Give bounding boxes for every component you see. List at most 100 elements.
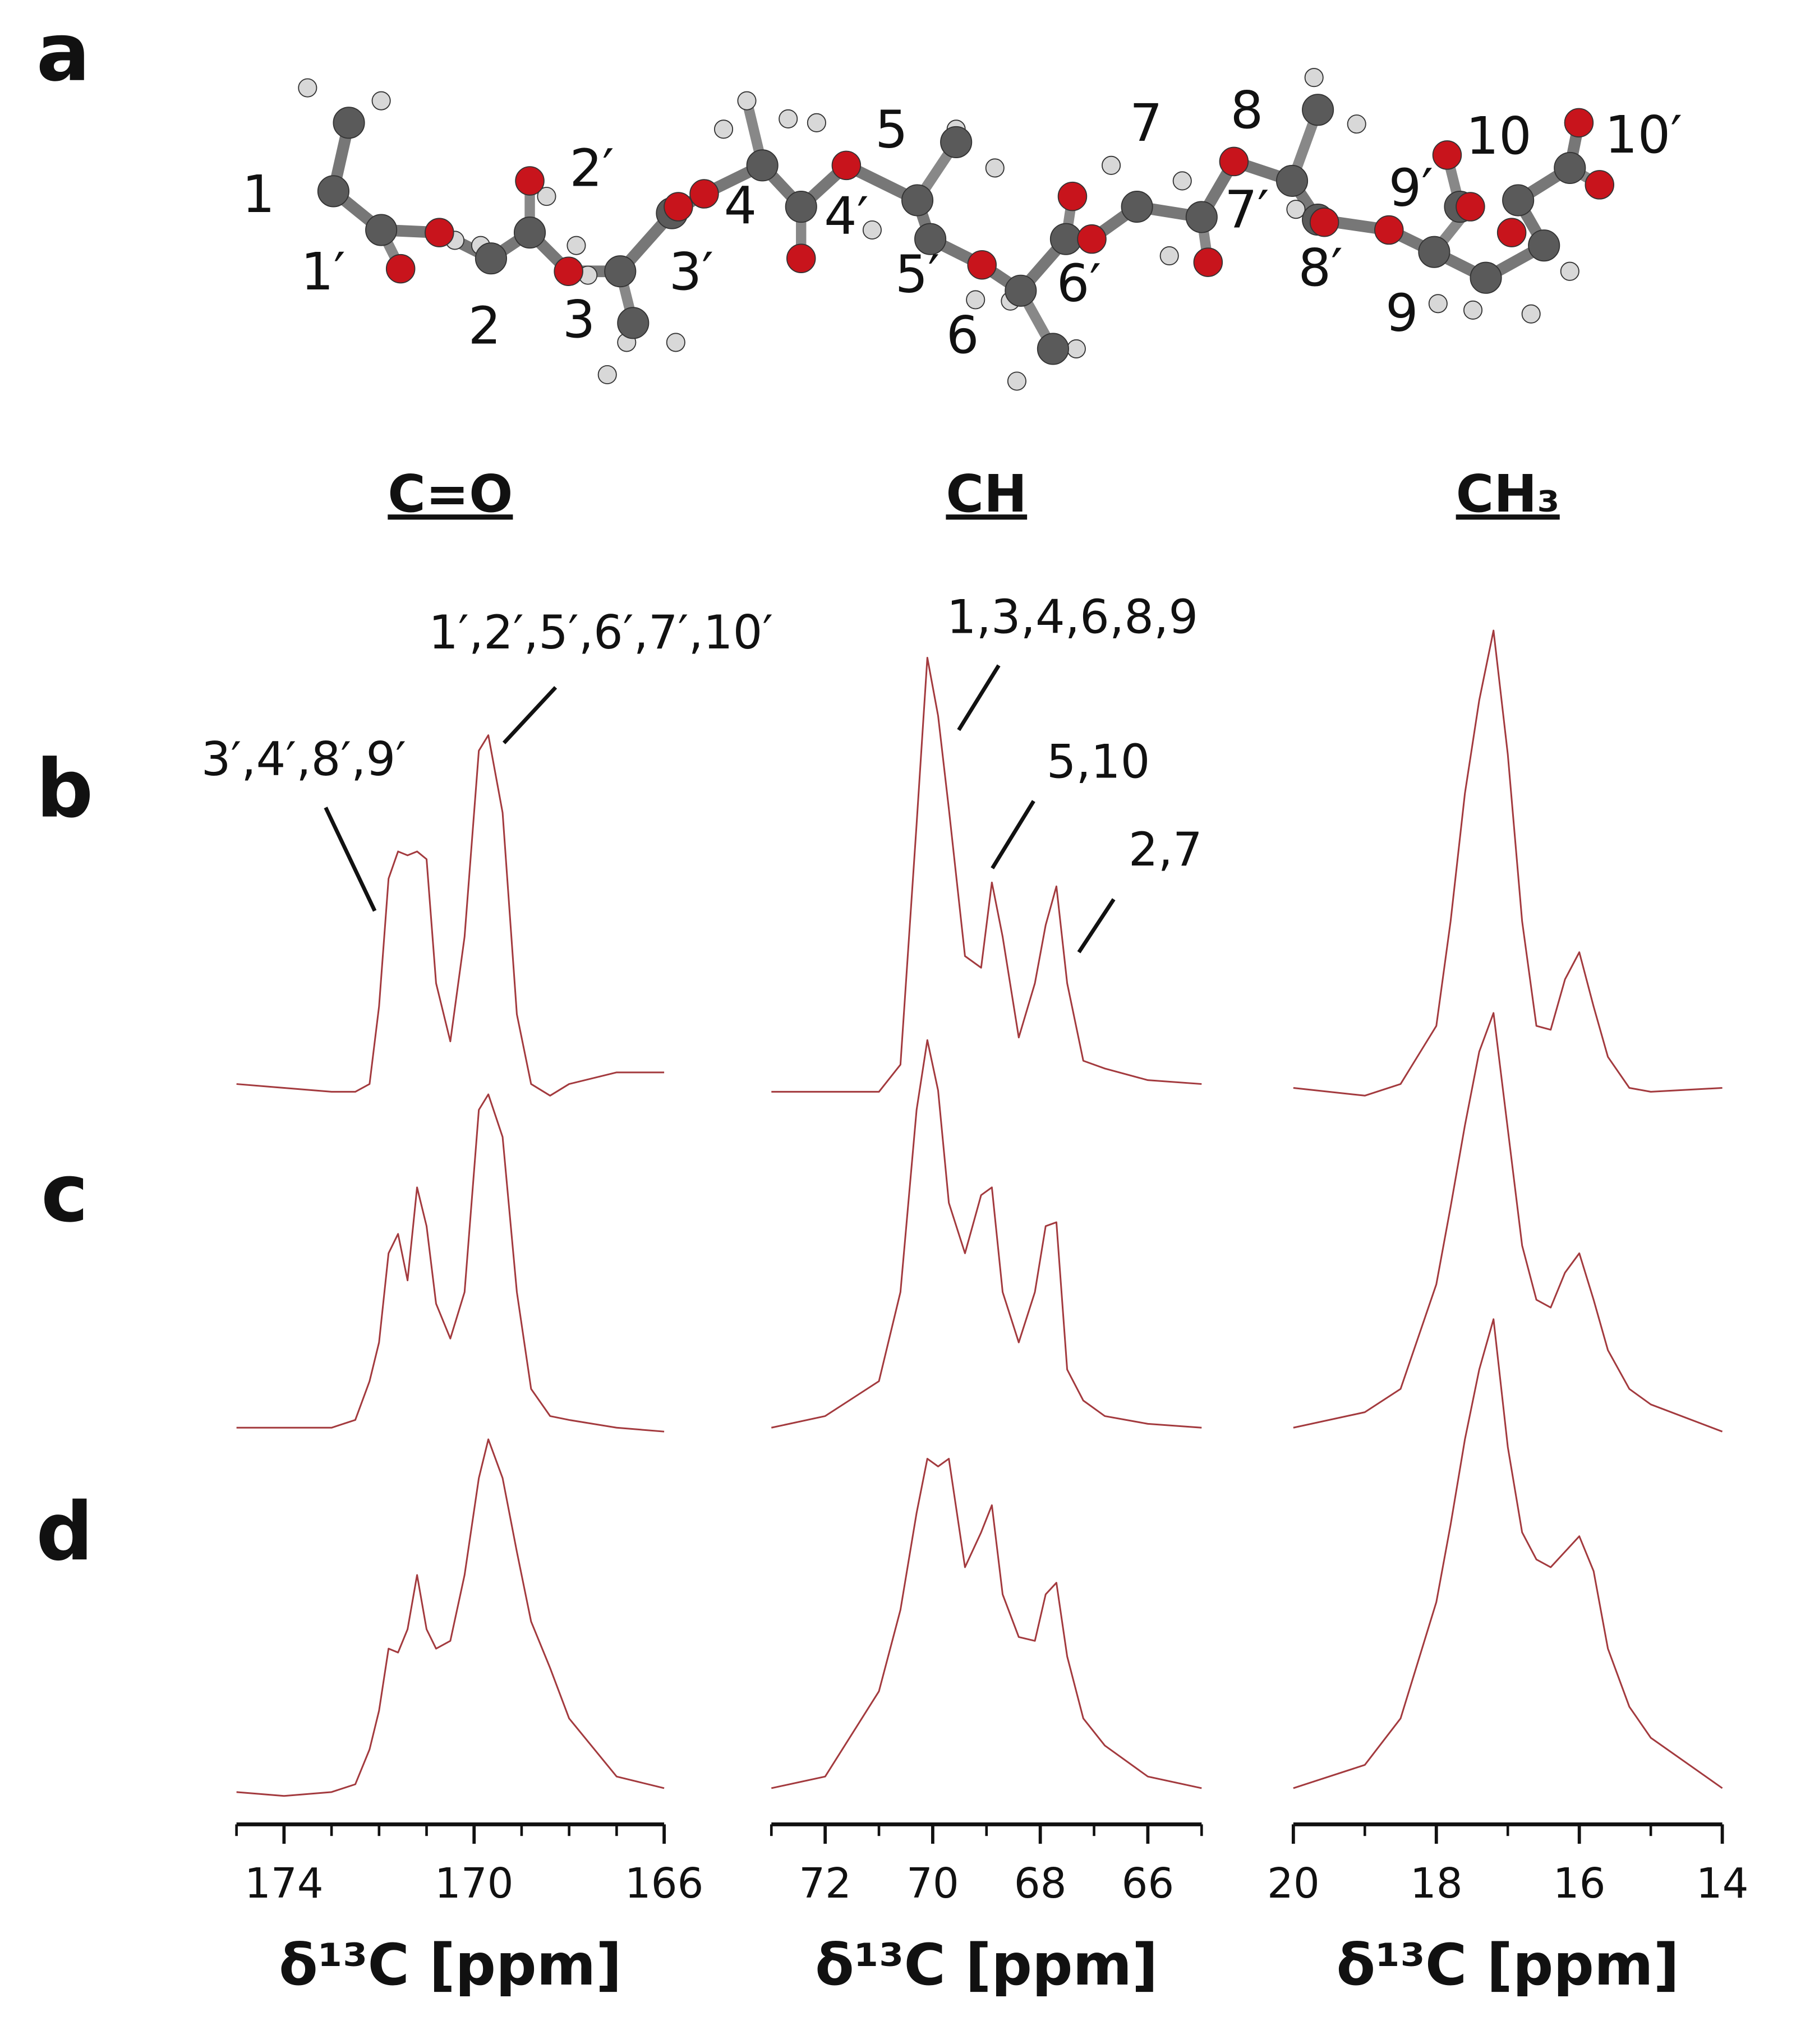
carbon bbox=[1528, 229, 1560, 262]
x-tick-label: 166 bbox=[625, 1860, 704, 1908]
hydrogen bbox=[1560, 261, 1579, 281]
oxygen bbox=[831, 150, 862, 181]
carbon bbox=[1302, 94, 1334, 126]
carbon bbox=[785, 190, 817, 223]
row-label: d bbox=[36, 1485, 93, 1578]
atom-label: 5′ bbox=[895, 244, 940, 305]
carbon bbox=[1275, 164, 1309, 197]
x-tick-label: 16 bbox=[1553, 1860, 1606, 1908]
chart-title: C=O bbox=[388, 463, 513, 524]
atom-label: 3′ bbox=[669, 241, 714, 302]
spectrum-line bbox=[771, 1458, 1202, 1789]
hydrogen bbox=[1007, 371, 1026, 391]
spectrum-line bbox=[1293, 1318, 1723, 1789]
annotation-line bbox=[957, 664, 1001, 731]
carbon bbox=[940, 126, 973, 158]
hydrogen bbox=[666, 333, 685, 352]
oxygen bbox=[425, 218, 454, 247]
atom-label: 1 bbox=[242, 164, 275, 224]
oxygen bbox=[1193, 247, 1223, 277]
hydrogen bbox=[713, 119, 734, 139]
carbon bbox=[1502, 184, 1535, 217]
oxygen bbox=[1374, 215, 1404, 245]
spectrum-line bbox=[236, 1093, 665, 1433]
atom-label: 2′ bbox=[569, 138, 614, 199]
atom-label: 10 bbox=[1466, 105, 1531, 166]
x-tick-label: 66 bbox=[1122, 1860, 1175, 1908]
x-tick-label: 70 bbox=[906, 1860, 959, 1908]
x-tick-label: 170 bbox=[435, 1860, 514, 1908]
atom-label: 4 bbox=[724, 176, 757, 236]
carbon bbox=[333, 107, 365, 139]
atom-label: 6 bbox=[946, 305, 979, 365]
oxygen bbox=[1456, 192, 1485, 222]
carbon bbox=[513, 217, 546, 249]
chart-title: CH bbox=[946, 463, 1027, 524]
x-axis-label: δ¹³C [ppm] bbox=[1337, 1932, 1679, 1998]
chart-title: CH₃ bbox=[1456, 463, 1560, 524]
hydrogen bbox=[1066, 339, 1086, 358]
carbon bbox=[914, 223, 947, 255]
hydrogen bbox=[298, 78, 317, 98]
hydrogen bbox=[862, 220, 882, 240]
hydrogen bbox=[779, 109, 798, 128]
carbon bbox=[1121, 190, 1153, 223]
hydrogen bbox=[1102, 155, 1121, 175]
peak-annotation: 1,3,4,6,8,9 bbox=[947, 590, 1198, 644]
x-tick-label: 14 bbox=[1696, 1860, 1749, 1908]
atom-label: 8 bbox=[1231, 80, 1264, 140]
x-tick-label: 72 bbox=[799, 1860, 851, 1908]
hydrogen bbox=[807, 113, 826, 132]
spectrum-line bbox=[236, 734, 665, 1097]
x-axis-label: δ¹³C [ppm] bbox=[279, 1932, 621, 1998]
atom-label: 9 bbox=[1385, 283, 1419, 343]
carbon bbox=[1185, 201, 1218, 233]
panel-label: a bbox=[36, 6, 90, 99]
x-tick-label: 18 bbox=[1410, 1860, 1463, 1908]
hydrogen bbox=[567, 236, 586, 255]
oxygen bbox=[1564, 108, 1594, 138]
carbon bbox=[1049, 223, 1083, 255]
molecule bbox=[298, 68, 1615, 391]
hydrogen bbox=[597, 365, 617, 385]
carbon bbox=[901, 184, 934, 217]
oxygen bbox=[1496, 218, 1527, 247]
peak-annotation: 1′,2′,5′,6′,7′,10′ bbox=[429, 605, 773, 660]
hydrogen bbox=[1347, 114, 1366, 134]
hydrogen bbox=[537, 187, 556, 206]
hydrogen bbox=[1172, 171, 1192, 191]
atom-label: 1′ bbox=[301, 241, 346, 302]
atom-label: 8′ bbox=[1298, 237, 1343, 298]
atom-label: 2 bbox=[468, 296, 501, 356]
carbon bbox=[1037, 333, 1069, 365]
oxygen bbox=[385, 254, 416, 284]
atom-label: 7′ bbox=[1224, 179, 1269, 240]
spectrum-line bbox=[236, 1438, 665, 1797]
annotation-line bbox=[324, 807, 377, 912]
atom-label: 9′ bbox=[1389, 157, 1434, 218]
oxygen bbox=[967, 250, 997, 280]
spectrum-line bbox=[771, 656, 1202, 1093]
atom-label: 3 bbox=[563, 289, 596, 349]
x-axis-label: δ¹³C [ppm] bbox=[815, 1932, 1158, 1998]
oxygen bbox=[554, 256, 583, 286]
atom-label: 5 bbox=[875, 99, 908, 160]
oxygen bbox=[1057, 181, 1088, 211]
row-label: c bbox=[41, 1147, 89, 1240]
hydrogen bbox=[1521, 304, 1541, 324]
hydrogen bbox=[985, 158, 1005, 178]
atom-label: 6′ bbox=[1057, 253, 1102, 314]
hydrogen bbox=[737, 91, 757, 111]
atom-label: 7 bbox=[1130, 93, 1163, 153]
hydrogen bbox=[1428, 294, 1448, 314]
oxygen bbox=[689, 179, 719, 209]
carbon bbox=[475, 242, 507, 275]
oxygen bbox=[1219, 146, 1249, 177]
carbon bbox=[365, 214, 398, 246]
hydrogen bbox=[966, 290, 986, 310]
peak-annotation: 2,7 bbox=[1129, 822, 1203, 877]
carbon bbox=[1554, 151, 1586, 185]
hydrogen bbox=[1304, 68, 1324, 88]
annotation-line bbox=[1077, 898, 1116, 954]
